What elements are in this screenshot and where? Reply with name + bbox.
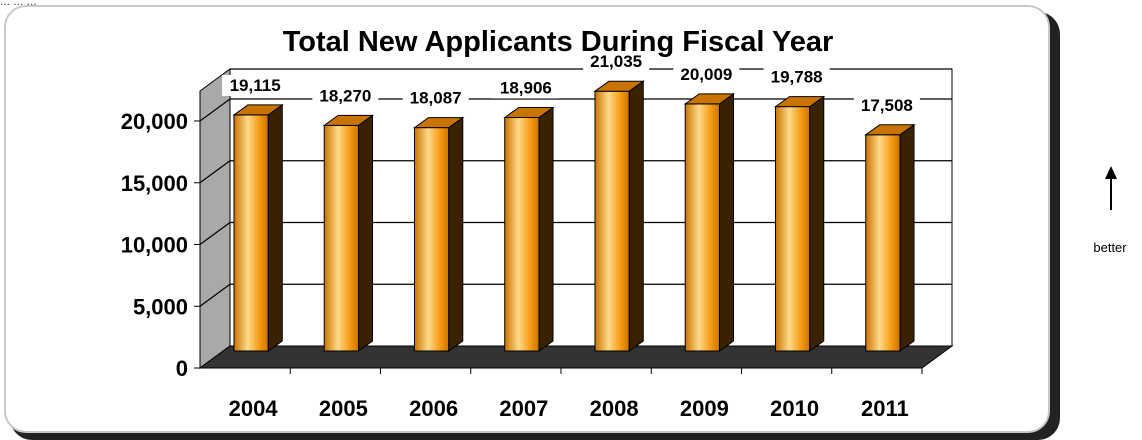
data-label-bg [673,63,740,85]
data-label: 19,115 [230,76,281,95]
bar-front [774,106,811,352]
bar-side [628,80,644,352]
bar-side [538,106,554,352]
chart-walls [198,68,954,369]
x-tick-label: 2008 [590,396,639,421]
x-tick-label: 2010 [770,396,819,421]
data-label-bg [492,77,559,99]
bar-top [412,117,465,129]
better-note: better [1093,240,1127,255]
x-tick-label: 2006 [409,396,458,421]
data-label: 19,788 [771,68,823,87]
bar-side [899,123,915,352]
data-label: 20,009 [680,65,732,84]
up-arrow-icon [1105,166,1117,210]
gridline-depth [199,160,231,184]
gridline-depth [199,222,231,245]
data-labels: 19,115 18,270 18,087 18,906 21,035 20,009 19,7… [222,51,920,116]
bar-2006 [412,116,465,352]
bar-top [503,107,555,119]
bars [232,80,916,352]
data-label: 18,087 [410,89,462,108]
data-label-bg [583,51,650,73]
bar-front [504,117,540,352]
y-axis-ticks: 0 5,000 10,000 15,000 20,000 [121,109,200,381]
bar-top [773,96,826,108]
bar-side [448,116,464,352]
data-label: 18,906 [500,79,552,98]
bar-top [864,124,916,136]
bar-front [594,90,630,352]
x-axis-ticks: 2004 2005 2006 2007 2008 2009 2010 2011 [229,368,923,421]
bar-side [358,114,374,352]
data-label: 21,035 [590,52,642,71]
bar-2004 [232,103,284,352]
y-tick-label: 10,000 [121,233,188,258]
x-tick-label: 2004 [229,396,279,421]
bar-2005 [322,114,375,352]
data-label-bg [312,85,379,107]
top-cropped-text: ... ... ... [0,0,420,6]
bar-side [719,92,735,352]
data-label-bg [763,66,830,88]
x-tick-label: 2005 [319,396,368,421]
bar-2010 [773,95,826,352]
y-tick-label: 20,000 [121,109,188,134]
y-tick-label: 0 [176,356,188,381]
left-wall [199,68,231,369]
bar-top [593,80,645,92]
bar-front [233,114,269,352]
bar-2011 [864,123,916,352]
x-tick-label: 2011 [861,396,909,421]
bar-side [267,103,283,352]
data-label-bg [222,74,289,96]
x-tick-label: 2007 [499,396,548,421]
bar-side [809,95,825,352]
gridline-depth [199,98,231,122]
y-tick-label: 5,000 [133,294,188,319]
x-tick-label: 2009 [680,396,729,421]
bar-2008 [593,80,645,352]
gridline-depth [199,283,231,307]
bar-front [323,124,360,352]
bar-2007 [503,106,555,352]
chart-floor [198,345,954,369]
chart-title: Total New Applicants During Fiscal Year [283,26,834,58]
y-tick-label: 15,000 [121,171,188,196]
data-label-bg [402,87,469,109]
data-label-bg [853,94,920,116]
bar-front [865,134,901,352]
bar-front [684,103,721,352]
data-label: 18,270 [319,86,371,105]
bar-top [683,93,736,105]
bar-2009 [683,92,736,352]
bar-front [413,127,450,352]
data-label: 17,508 [861,96,913,115]
bar-top [322,114,375,126]
bar-top [232,104,284,116]
